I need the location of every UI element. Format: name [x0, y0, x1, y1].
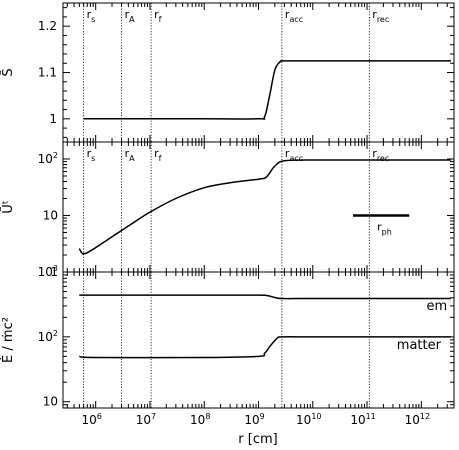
series-line-middle — [78, 159, 451, 255]
panel-middle: 1 10 102 Ũᵗ rs rA rf racc rrec rph — [0, 141, 455, 279]
marker-label-s: rs — [87, 147, 96, 163]
y-tick-label: 1 — [50, 265, 58, 279]
marker-label-A: rA — [125, 8, 136, 24]
x-tick-label: 106 — [81, 412, 101, 427]
y-tick-label: 1.2 — [38, 19, 57, 33]
marker-label-f: rf — [154, 147, 162, 163]
marker-label-f: rf — [154, 8, 162, 24]
x-tick-label: 107 — [136, 412, 156, 427]
x-axis-label: r [cm] — [238, 432, 277, 447]
marker-label-s: rs — [87, 8, 96, 24]
marker-label-A: rA — [125, 147, 136, 163]
series-label-em: em — [427, 299, 448, 314]
y-tick-label: 10 — [43, 209, 58, 223]
x-axis: 106 107 108 109 1010 1011 1012 r [cm] — [81, 412, 430, 447]
y-axis-label: Ũᵗ — [0, 200, 16, 214]
marker-label-rec: rrec — [372, 8, 389, 24]
y-tick-label: 103 — [38, 264, 58, 279]
y-tick-label: 1.1 — [38, 66, 57, 80]
x-tick-label: 1012 — [405, 412, 430, 427]
marker-label-acc: racc — [285, 8, 303, 24]
y-tick-label: 102 — [38, 329, 58, 344]
y-tick-label: 1 — [49, 112, 57, 126]
series-line-em — [79, 294, 451, 300]
series-line-top — [83, 60, 451, 120]
marker-label-acc: racc — [285, 147, 303, 163]
x-tick-label: 109 — [244, 412, 264, 427]
marker-label-rec: rrec — [372, 147, 389, 163]
panel-top: 1 1.1 1.2 S̃ rs rA rf racc rrec — [1, 2, 455, 143]
x-tick-label: 1011 — [350, 412, 375, 427]
series-label-matter: matter — [397, 338, 442, 353]
series-line-matter — [79, 336, 451, 359]
y-tick-label: 102 — [38, 151, 58, 166]
y-tick-label: 10 — [43, 395, 58, 409]
y-axis-label: S̃ — [1, 68, 16, 76]
x-tick-label: 1010 — [296, 412, 321, 427]
photosphere-label: rph — [377, 221, 392, 237]
panel-bottom: 10 102 103 Ė / ṁc² em matter — [0, 264, 455, 409]
x-tick-label: 108 — [190, 412, 210, 427]
y-axis-label: Ė / ṁc² — [0, 317, 16, 363]
